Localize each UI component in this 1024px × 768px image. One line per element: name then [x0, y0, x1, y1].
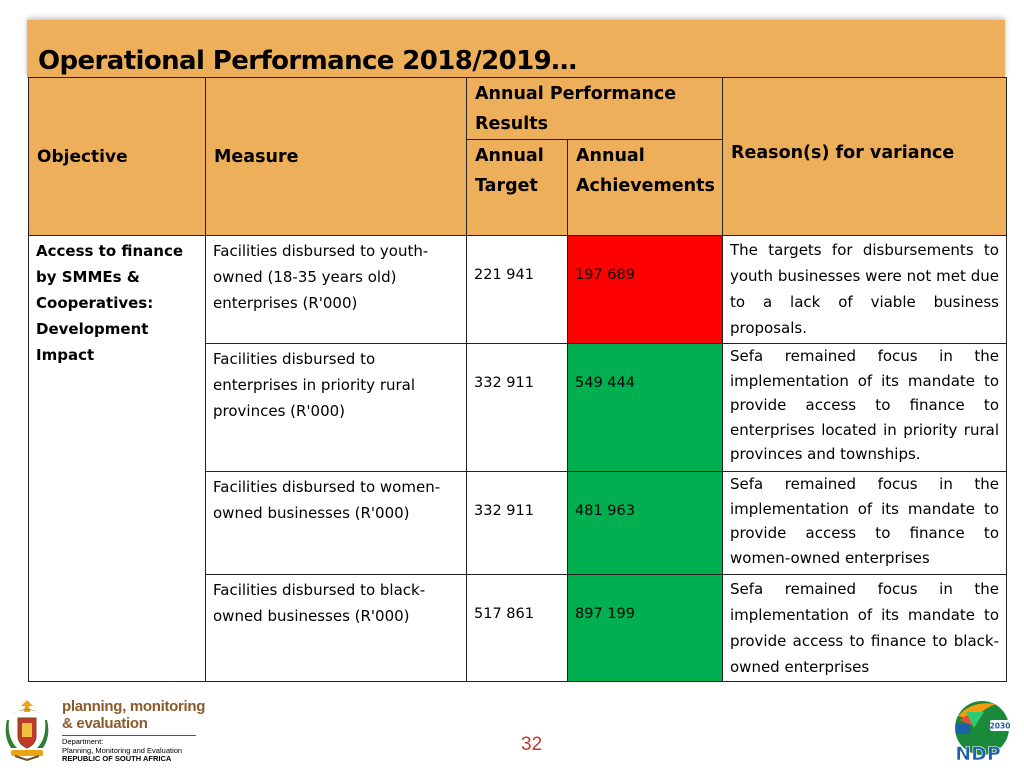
svg-text:2030: 2030: [990, 722, 1011, 731]
achievement-cell: 481 963: [567, 471, 723, 575]
dept-name: Planning, Monitoring and Evaluation: [62, 745, 183, 755]
header-annual-target: Annual Target: [466, 139, 568, 236]
divider: [62, 735, 196, 736]
reason-cell: Sefa remained focus in the implementatio…: [722, 574, 1007, 682]
dept-label: Department:: [62, 737, 104, 746]
reason-cell: Sefa remained focus in the implementatio…: [722, 471, 1007, 575]
table-row: Facilities disbursed to black-owned busi…: [29, 574, 1007, 682]
target-cell: 332 911: [466, 343, 568, 472]
performance-table: Objective Measure Annual Performance Res…: [28, 77, 1007, 682]
slide-title: Operational Performance 2018/2019…: [38, 46, 577, 76]
header-objective: Objective: [28, 77, 206, 236]
objective-text: Access to finance by SMMEs & Cooperative…: [36, 242, 184, 364]
page-number: 32: [521, 734, 543, 755]
achievement-cell: 549 444: [567, 343, 723, 472]
header-results-group: Annual Performance Results: [466, 77, 723, 140]
measure-cell: Facilities disbursed to youth-owned (18-…: [205, 235, 467, 344]
measure-cell: Facilities disbursed to enterprises in p…: [205, 343, 467, 472]
reason-cell: The targets for disbursements to youth b…: [722, 235, 1007, 344]
pme-line-2: & evaluation: [62, 715, 148, 732]
ndp-2030-logo-icon: 2030 NDP: [955, 701, 1011, 764]
header-measure: Measure: [205, 77, 467, 236]
pme-branding: planning, monitoring & evaluation Depart…: [62, 698, 205, 764]
header-reason: Reason(s) for variance: [722, 77, 1007, 236]
table-row: Access to finance by SMMEs & Cooperative…: [28, 235, 1007, 682]
table-row: Facilities disbursed to enterprises in p…: [29, 343, 1007, 472]
measure-cell: Facilities disbursed to black-owned busi…: [205, 574, 467, 682]
target-cell: 221 941: [466, 235, 568, 344]
pme-line-1: planning, monitoring: [62, 698, 206, 715]
target-cell: 517 861: [466, 574, 568, 682]
country-name: REPUBLIC OF SOUTH AFRICA: [62, 754, 172, 763]
achievement-cell: 197 689: [567, 235, 723, 344]
measure-cell: Facilities disbursed to women-owned busi…: [205, 471, 467, 575]
svg-text:NDP: NDP: [955, 743, 1001, 764]
coat-of-arms-icon: [5, 700, 49, 762]
objective-cell: Access to finance by SMMEs & Cooperative…: [28, 235, 206, 682]
header-annual-achievements: Annual Achievements: [567, 139, 723, 236]
title-bar: Operational Performance 2018/2019…: [27, 20, 1005, 78]
target-cell: 332 911: [466, 471, 568, 575]
achievement-cell: 897 199: [567, 574, 723, 682]
reason-cell: Sefa remained focus in the implementatio…: [722, 343, 1007, 472]
